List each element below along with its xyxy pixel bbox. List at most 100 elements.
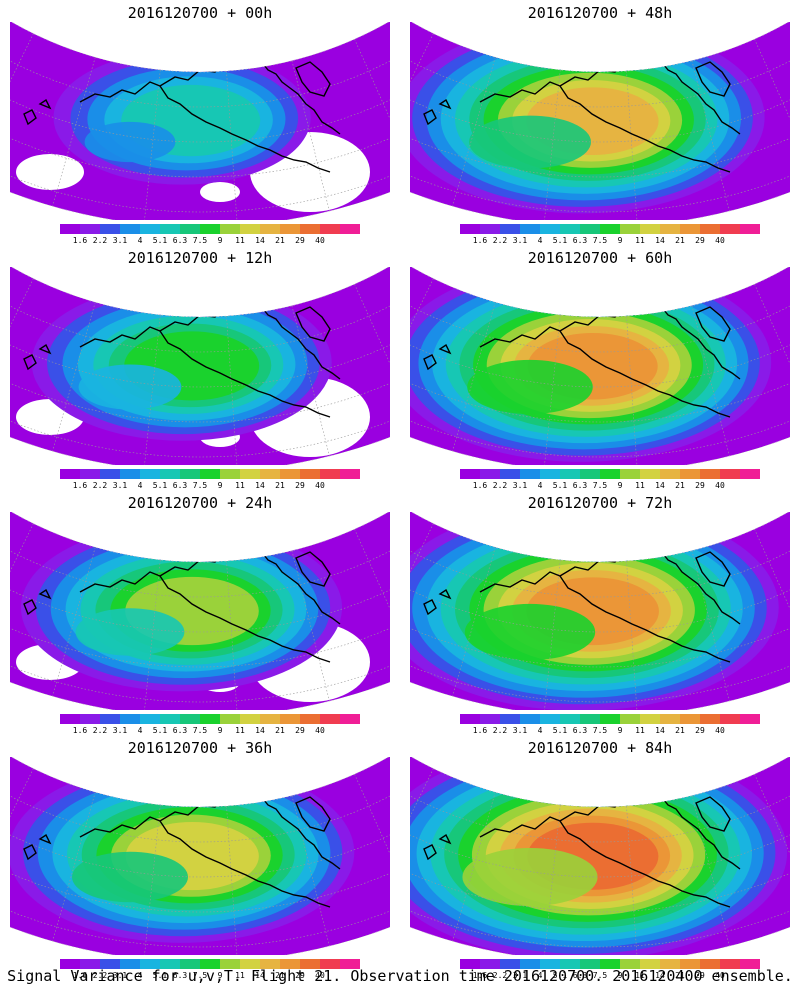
colorbar-tick-label: 6.3 xyxy=(572,726,588,735)
colorbar-segment xyxy=(480,469,500,479)
colorbar-tick-label: 40 xyxy=(315,726,325,735)
colorbar-segment xyxy=(460,469,480,479)
variance-map xyxy=(410,512,790,710)
variance-contour xyxy=(464,603,596,661)
colorbar-tick-label: 6.3 xyxy=(172,236,188,245)
colorbar-tick-label: 3.1 xyxy=(112,726,128,735)
colorbar-tick-label: 3.1 xyxy=(512,481,528,490)
colorbar-ticks: 1.6 2.2 3.1 4 5.1 6.3 7.5 9 11 14 21 29 40 xyxy=(60,971,360,981)
forecast-panel: 2016120700 + 84h 1.6 2.2 3.1 4 5.1 6.3 7.5 9 11 14… xyxy=(400,735,800,980)
colorbar-segment xyxy=(680,714,700,724)
colorbar-segment xyxy=(740,224,760,234)
colorbar-segment xyxy=(160,224,180,234)
colorbar-tick-label: 14 xyxy=(255,726,265,735)
colorbar-segment xyxy=(580,469,600,479)
colorbar-segment xyxy=(280,714,300,724)
variance-map xyxy=(410,267,790,465)
colorbar-segment xyxy=(100,224,120,234)
colorbar-tick-label: 5.1 xyxy=(552,236,568,245)
variance-contour xyxy=(78,364,182,410)
colorbar xyxy=(460,714,760,724)
colorbar-segment xyxy=(540,469,560,479)
colorbar-segment xyxy=(120,714,140,724)
variance-map xyxy=(10,757,390,955)
colorbar-tick-label: 9 xyxy=(617,726,623,735)
colorbar-tick-label: 3.1 xyxy=(112,971,128,980)
colorbar-tick-label: 21 xyxy=(275,481,285,490)
colorbar-segment xyxy=(640,714,660,724)
colorbar-segment xyxy=(720,959,740,969)
colorbar-segment xyxy=(220,224,240,234)
panel-title: 2016120700 + 48h xyxy=(527,4,673,22)
colorbar-ticks: 1.6 2.2 3.1 4 5.1 6.3 7.5 9 11 14 21 29 40 xyxy=(460,726,760,736)
variance-contour xyxy=(84,121,176,163)
colorbar-segment xyxy=(660,469,680,479)
colorbar-segment xyxy=(140,959,160,969)
panel-title: 2016120700 + 36h xyxy=(127,739,273,757)
colorbar-segment xyxy=(580,714,600,724)
colorbar-tick-label: 6.3 xyxy=(172,971,188,980)
variance-map xyxy=(410,757,790,955)
colorbar-tick-label: 1.6 xyxy=(472,971,488,980)
colorbar-segment xyxy=(640,224,660,234)
colorbar-tick-label: 5.1 xyxy=(552,481,568,490)
colorbar-segment xyxy=(680,224,700,234)
colorbar-segment xyxy=(700,959,720,969)
forecast-panel: 2016120700 + 12h 1.6 2.2 3.1 4 5.1 6.3 7.5 9 11 14… xyxy=(0,245,400,490)
colorbar-segment xyxy=(520,224,540,234)
colorbar xyxy=(460,224,760,234)
panel-title: 2016120700 + 24h xyxy=(127,494,273,512)
colorbar-segment xyxy=(60,469,80,479)
colorbar-tick-label: 9 xyxy=(617,481,623,490)
colorbar-segment xyxy=(660,714,680,724)
colorbar-segment xyxy=(240,469,260,479)
colorbar-tick-label: 6.3 xyxy=(572,481,588,490)
colorbar-segment xyxy=(180,714,200,724)
colorbar-tick-label: 1.6 xyxy=(72,971,88,980)
colorbar-segment xyxy=(680,469,700,479)
colorbar-tick-label: 21 xyxy=(675,236,685,245)
colorbar-tick-label: 7.5 xyxy=(592,971,608,980)
colorbar-tick-label: 5.1 xyxy=(552,971,568,980)
colorbar-segment xyxy=(160,469,180,479)
colorbar-segment xyxy=(720,224,740,234)
colorbar-segment xyxy=(240,959,260,969)
colorbar-tick-label: 2.2 xyxy=(492,726,508,735)
colorbar-segment xyxy=(160,959,180,969)
colorbar-segment xyxy=(500,959,520,969)
colorbar-tick-label: 5.1 xyxy=(152,726,168,735)
colorbar-segment xyxy=(620,959,640,969)
colorbar-segment xyxy=(280,469,300,479)
colorbar-segment xyxy=(540,224,560,234)
colorbar-tick-label: 29 xyxy=(695,481,705,490)
colorbar-tick-label: 9 xyxy=(617,236,623,245)
colorbar-tick-label: 21 xyxy=(275,971,285,980)
variance-contour xyxy=(75,608,185,656)
colorbar-segment xyxy=(520,959,540,969)
colorbar-tick-label: 7.5 xyxy=(592,726,608,735)
colorbar-ticks: 1.6 2.2 3.1 4 5.1 6.3 7.5 9 11 14 21 29 40 xyxy=(60,236,360,246)
colorbar-tick-label: 1.6 xyxy=(472,481,488,490)
colorbar-segment xyxy=(300,224,320,234)
colorbar-tick-label: 11 xyxy=(635,481,645,490)
colorbar-segment xyxy=(480,714,500,724)
colorbar-tick-label: 40 xyxy=(715,726,725,735)
colorbar-tick-label: 9 xyxy=(617,971,623,980)
variance-contour xyxy=(467,359,593,415)
colorbar-tick-label: 11 xyxy=(635,971,645,980)
colorbar-segment xyxy=(560,469,580,479)
colorbar-segment xyxy=(660,959,680,969)
colorbar-segment xyxy=(340,714,360,724)
colorbar-segment xyxy=(340,469,360,479)
colorbar-segment xyxy=(140,714,160,724)
colorbar-segment xyxy=(740,714,760,724)
colorbar-segment xyxy=(80,714,100,724)
figure-caption: Signal Variance for u,v,T. Flight 21. Ob… xyxy=(7,967,793,985)
colorbar-tick-label: 29 xyxy=(695,726,705,735)
colorbar-tick-label: 3.1 xyxy=(512,236,528,245)
colorbar-tick-label: 14 xyxy=(255,971,265,980)
colorbar-segment xyxy=(60,959,80,969)
colorbar-tick-label: 3.1 xyxy=(112,481,128,490)
colorbar-tick-label: 3.1 xyxy=(512,971,528,980)
colorbar-segment xyxy=(100,959,120,969)
